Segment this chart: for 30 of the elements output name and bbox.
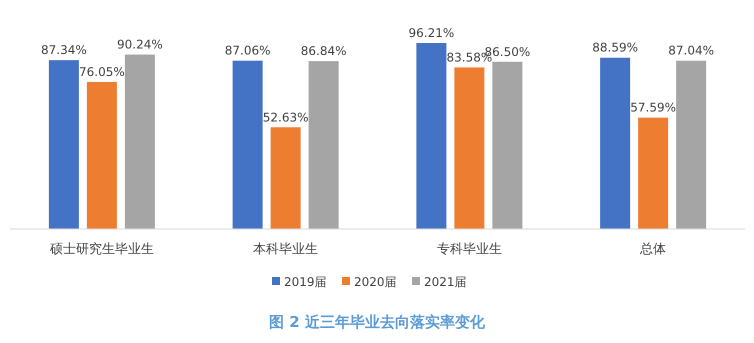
bar xyxy=(86,82,117,229)
legend-label: 2019届 xyxy=(284,275,327,289)
text: 图 2 近三年毕业去向落实率变化 xyxy=(269,313,486,331)
data-label: 76.05% xyxy=(78,64,125,79)
data-label: 87.06% xyxy=(224,44,271,58)
bar xyxy=(308,61,339,229)
bar xyxy=(638,118,668,229)
data-label: 87.04% xyxy=(668,44,714,58)
bar xyxy=(600,58,630,229)
legend-label: 2021届 xyxy=(424,275,467,289)
x-tick-label: 总体 xyxy=(639,242,666,257)
data-label: 88.59% xyxy=(592,40,638,55)
bar xyxy=(124,54,155,229)
x-tick-label: 专科毕业生 xyxy=(436,242,502,257)
bar xyxy=(232,60,263,229)
bar xyxy=(270,127,301,229)
bar xyxy=(416,43,446,229)
data-label: 52.63% xyxy=(262,110,309,124)
legend-label: 2020届 xyxy=(354,275,397,289)
x-tick-label: 本科毕业生 xyxy=(253,242,318,257)
bar xyxy=(676,60,706,229)
bar xyxy=(48,60,79,229)
bar xyxy=(492,62,522,229)
data-label: 86.84% xyxy=(300,44,347,58)
data-label: 87.34% xyxy=(40,43,87,58)
bar xyxy=(454,67,484,229)
data-label: 90.24% xyxy=(116,38,163,52)
data-label: 57.59% xyxy=(630,100,676,115)
x-tick-label: 硕士研究生毕业生 xyxy=(48,242,154,257)
data-label: 96.21% xyxy=(408,26,454,40)
